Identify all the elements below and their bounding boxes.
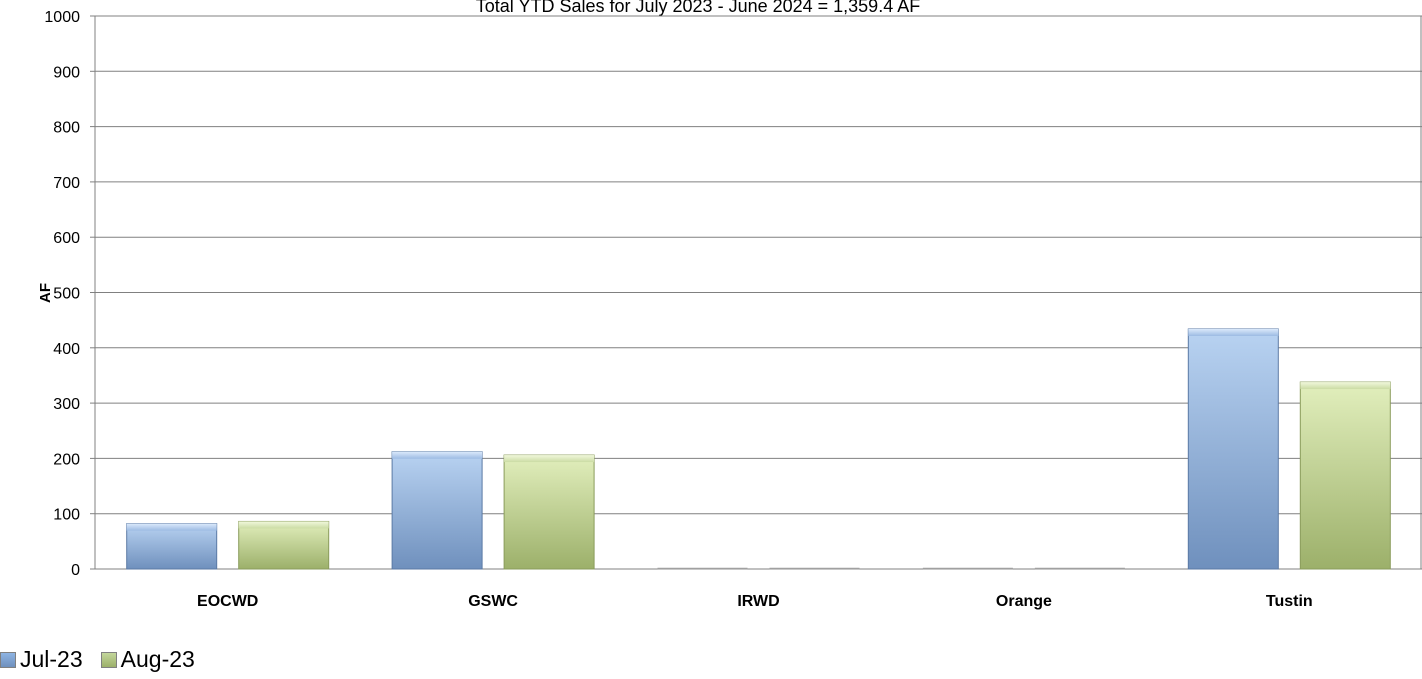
bar-aug-23-gswc [503, 454, 595, 570]
x-tick-label: GSWC [468, 593, 518, 610]
legend-swatch-aug-23 [100, 651, 117, 668]
bar-body [1299, 381, 1391, 570]
x-tick-label: IRWD [737, 593, 779, 610]
legend: Jul-23 Aug-23 [0, 646, 213, 673]
bar-body [391, 451, 483, 570]
x-tick-label: EOCWD [197, 593, 258, 610]
y-tick-label: 900 [53, 64, 80, 81]
grid-layer [90, 15, 1422, 570]
legend-label-jul-23: Jul-23 [20, 646, 83, 672]
bar-aug-23-eocwd [238, 520, 330, 570]
legend-item-aug-23: Aug-23 [100, 646, 195, 673]
bar-cap [1188, 328, 1279, 336]
bar-cap [392, 451, 483, 459]
y-axis-label: AF [37, 283, 54, 303]
y-tick-label: 800 [53, 120, 80, 137]
legend-label-aug-23: Aug-23 [120, 646, 195, 672]
bar-jul-23-gswc [391, 451, 483, 570]
bar-cap [1300, 382, 1391, 390]
y-tick-label: 700 [53, 175, 80, 192]
legend-swatch-jul-23 [0, 651, 16, 668]
y-tick-label: 200 [53, 451, 80, 468]
bar-body [238, 520, 330, 570]
chart-title: Total YTD Sales for July 2023 - June 202… [476, 0, 920, 16]
bar-body [126, 523, 218, 570]
bar-body [1187, 328, 1279, 570]
bars-layer [126, 328, 1391, 570]
y-tick-label: 0 [71, 562, 80, 579]
y-tick-label: 500 [53, 286, 80, 303]
x-tick-label: Orange [996, 593, 1052, 610]
bar-cap [504, 455, 595, 463]
bar-cap [238, 521, 329, 529]
legend-item-jul-23: Jul-23 [0, 646, 83, 673]
y-tick-label: 400 [53, 341, 80, 358]
labels-layer: 0 100 200 300 400 500 600 700 800 900 1000 EOCWD GSW… [44, 9, 1312, 610]
bar-aug-23-tustin [1299, 381, 1391, 570]
x-tick-label: Tustin [1266, 593, 1313, 610]
bar-jul-23-tustin [1187, 328, 1279, 570]
bar-body [503, 454, 595, 570]
bar-jul-23-eocwd [126, 523, 218, 570]
y-tick-label: 100 [53, 507, 80, 524]
bar-cap [126, 523, 217, 531]
y-tick-label: 300 [53, 396, 80, 413]
y-tick-label: 1000 [44, 9, 80, 26]
y-tick-label: 600 [53, 230, 80, 247]
